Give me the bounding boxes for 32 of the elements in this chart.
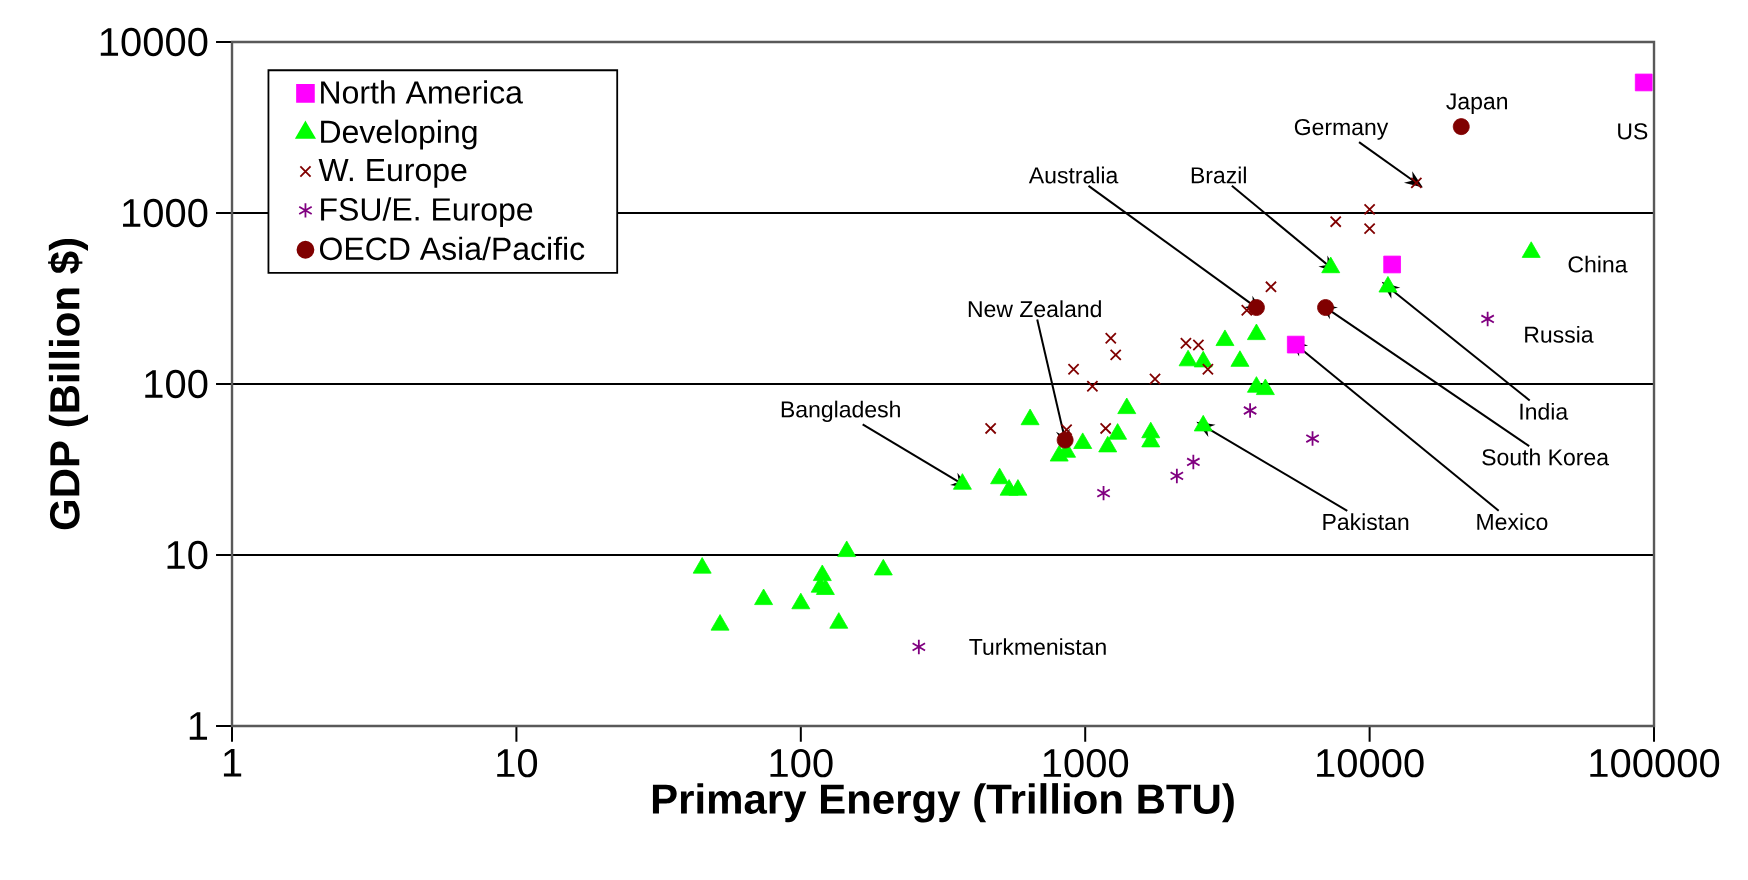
- annotation: India: [1520, 402, 1569, 420]
- x-tick-label: 100000: [1590, 748, 1720, 778]
- annotation: Germany: [1294, 118, 1389, 140]
- y-tick-label: 100: [145, 369, 208, 399]
- legend-label: OECD Asia/Pacific: [319, 236, 585, 261]
- legend-label: W. Europe: [318, 159, 467, 188]
- x-tick-label: 10: [497, 748, 538, 778]
- annotation: Japan: [1446, 93, 1508, 114]
- x-axis-title: Primary Energy (Trillion BTU): [652, 783, 1234, 823]
- x-tick-label: 100: [770, 748, 833, 778]
- annotation: South Korea: [1482, 448, 1610, 466]
- x-tick-label: 10000: [1317, 748, 1424, 778]
- annotation: Mexico: [1477, 513, 1548, 531]
- y-tick-label: 10000: [100, 27, 208, 57]
- annotation: Bangladesh: [781, 400, 900, 423]
- legend-label: Developing: [321, 119, 477, 150]
- x-tick-label: 1: [223, 748, 242, 777]
- annotation: Turkmenistan: [969, 638, 1106, 656]
- x-tick-label: 1000: [1043, 748, 1129, 778]
- annotation: Russia: [1525, 325, 1594, 343]
- annotation: Brazil: [1191, 166, 1246, 184]
- annotation: US: [1618, 123, 1648, 140]
- legend-label: North America: [321, 80, 523, 104]
- y-tick-label: 10: [167, 540, 208, 570]
- y-tick-label: 1: [189, 712, 208, 740]
- annotation: Pakistan: [1323, 513, 1409, 531]
- legend-label: FSU/E. Europe: [321, 197, 533, 228]
- y-tick-label: 1000: [123, 198, 208, 228]
- annotation: New Zealand: [968, 300, 1101, 318]
- annotation: China: [1568, 255, 1628, 273]
- y-axis-title: GDP (Billion $): [48, 239, 88, 530]
- annotation: Australia: [1028, 166, 1119, 184]
